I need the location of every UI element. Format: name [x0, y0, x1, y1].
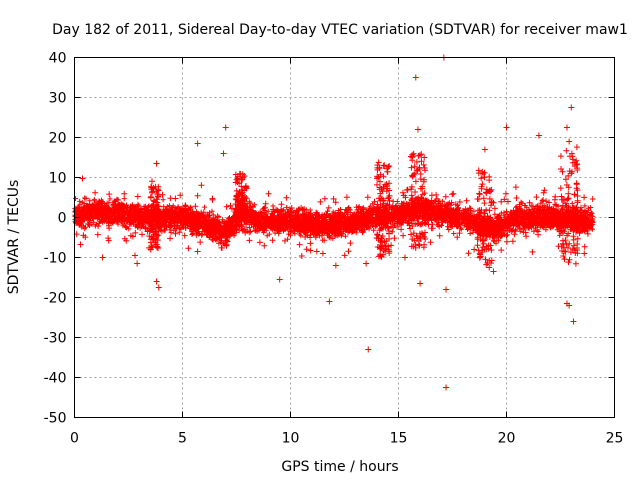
x-tick-label: 10: [282, 431, 300, 447]
scatter-point: [155, 284, 162, 291]
scatter-point: [365, 346, 372, 353]
scatter-point: [443, 384, 450, 391]
scatter-point: [153, 160, 160, 167]
scatter-point: [153, 278, 160, 285]
chart-title: Day 182 of 2011, Sidereal Day-to-day VTE…: [52, 22, 628, 38]
data-points: [72, 54, 596, 391]
x-tick-label: 5: [178, 431, 187, 447]
scatter-point-cloud: [72, 144, 596, 268]
scatter-point: [319, 250, 326, 257]
y-tick-label: -40: [44, 371, 67, 387]
x-tick-label: 20: [498, 431, 516, 447]
y-tick-label: 30: [49, 91, 67, 107]
scatter-point: [412, 74, 419, 81]
scatter-point: [326, 298, 333, 305]
axes: 0 5 10 15 20 25 -50 -40 -30 -20 -10 0 10 20 30 40: [44, 51, 624, 447]
scatter-point: [486, 264, 493, 271]
scatter-point: [490, 268, 497, 275]
scatter-point: [566, 138, 573, 145]
scatter-point: [220, 150, 227, 157]
scatter-point: [194, 140, 201, 147]
scatter-point: [471, 246, 478, 253]
scatter-point: [332, 262, 339, 269]
y-axis-label: SDTVAR / TECUs: [6, 180, 22, 295]
scatter-point: [194, 248, 201, 255]
y-tick-label: 0: [58, 211, 67, 227]
y-tick-label: 40: [49, 51, 67, 67]
scatter-point: [99, 254, 106, 261]
scatter-point: [414, 126, 421, 133]
scatter-point: [443, 286, 450, 293]
y-tick-label: -50: [44, 411, 67, 427]
y-tick-label: 10: [49, 171, 67, 187]
scatter-point: [276, 276, 283, 283]
scatter-point: [568, 104, 575, 111]
x-tick-label: 25: [606, 431, 624, 447]
scatter-point: [535, 132, 542, 139]
y-tick-label: -20: [44, 291, 67, 307]
scatter-point: [417, 280, 424, 287]
scatter-point: [222, 124, 229, 131]
scatter-point: [503, 124, 510, 131]
scatter-point: [481, 146, 488, 153]
y-tick-label: 20: [49, 131, 67, 147]
scatter-point: [363, 260, 370, 267]
scatter-point: [570, 318, 577, 325]
scatter-point: [131, 252, 138, 259]
x-tick-label: 0: [70, 431, 79, 447]
plot-frame: [74, 57, 615, 418]
scatter-point: [566, 302, 573, 309]
x-tick-label: 15: [390, 431, 408, 447]
y-tick-label: -30: [44, 331, 67, 347]
x-axis-label: GPS time / hours: [281, 459, 398, 475]
y-tick-label: -10: [44, 251, 67, 267]
scatter-point: [134, 260, 141, 267]
scatter-point: [563, 124, 570, 131]
scatter-point: [581, 250, 588, 257]
scatter-point: [401, 254, 408, 261]
